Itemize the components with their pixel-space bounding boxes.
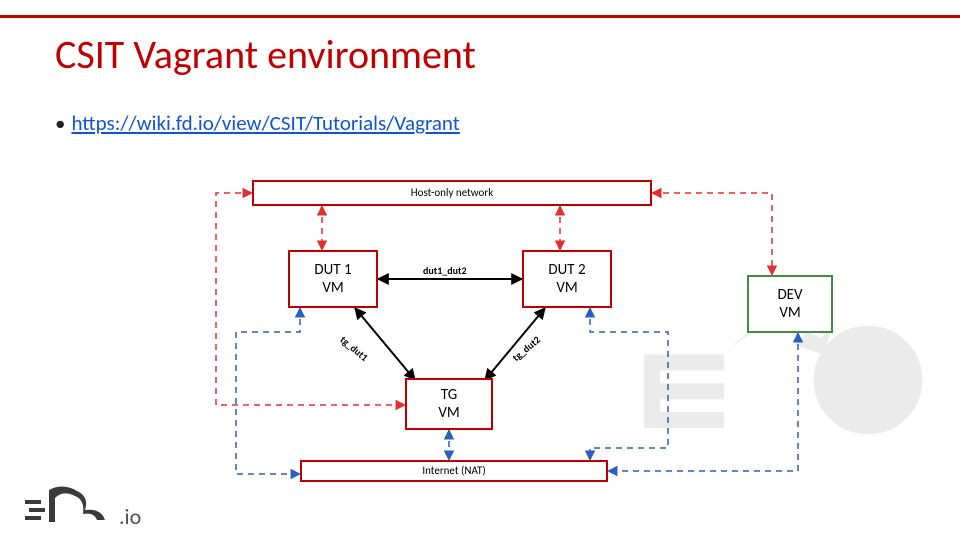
internet-box: Internet (NAT) xyxy=(300,460,608,482)
tg-line1: TG xyxy=(441,386,457,404)
dut1-line1: DUT 1 xyxy=(314,261,351,279)
internet-label: Internet (NAT) xyxy=(422,464,485,477)
edge-label-dut1-dut2: dut1_dut2 xyxy=(423,264,467,277)
node-dut2-vm: DUT 2 VM xyxy=(522,250,612,308)
dut1-line2: VM xyxy=(322,279,343,297)
dev-line1: DEV xyxy=(777,286,802,304)
host-only-label: Host-only network xyxy=(411,186,493,199)
diagram-canvas xyxy=(0,0,960,540)
node-dev-vm: DEV VM xyxy=(747,275,833,333)
dut2-line1: DUT 2 xyxy=(548,261,585,279)
dev-line2: VM xyxy=(779,304,800,322)
solid-edges xyxy=(355,279,545,380)
tg-line2: VM xyxy=(438,404,459,422)
footer-logo: .io xyxy=(25,486,141,530)
internet-edges xyxy=(236,308,798,474)
dut2-line2: VM xyxy=(556,279,577,297)
fdio-logo-icon xyxy=(25,486,115,530)
footer-brand-text: .io xyxy=(119,503,141,530)
node-dut1-vm: DUT 1 VM xyxy=(288,250,378,308)
host-only-box: Host-only network xyxy=(252,180,652,206)
node-tg-vm: TG VM xyxy=(405,378,493,430)
